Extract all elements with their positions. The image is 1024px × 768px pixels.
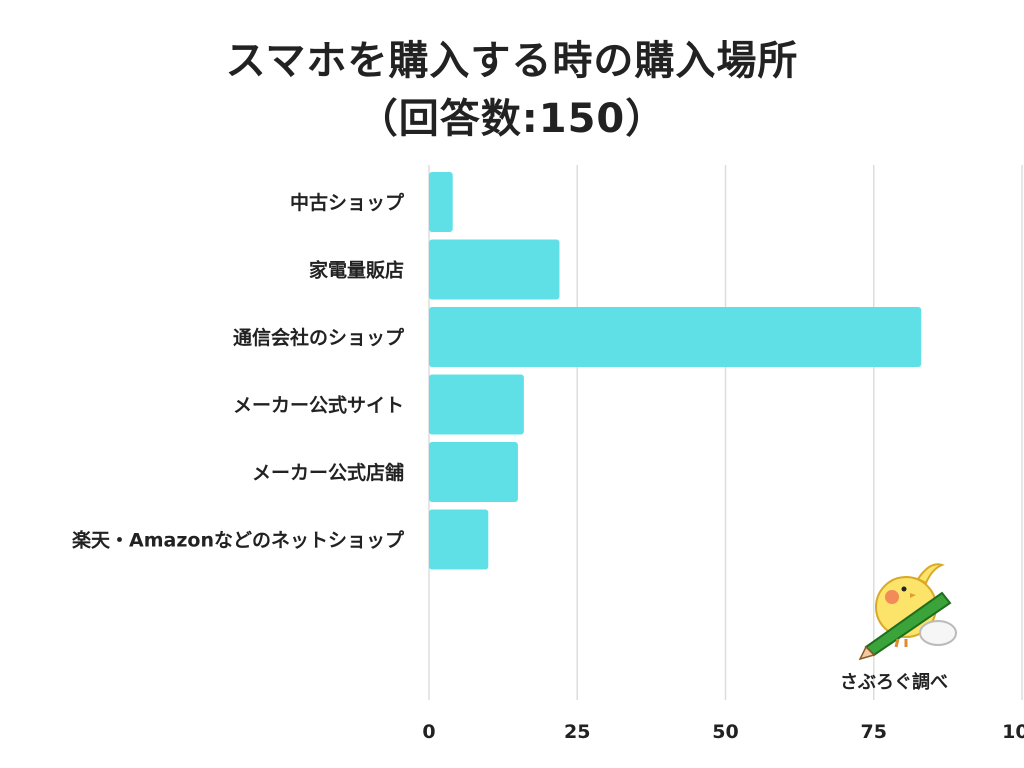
bar-2	[429, 239, 560, 300]
bar-3	[429, 307, 922, 367]
chart-subtitle: （回答数:150）	[357, 96, 667, 142]
bar-5	[429, 442, 518, 502]
category-label: 家電量販店	[309, 259, 404, 282]
bar-1	[429, 172, 453, 232]
chart-title: スマホを購入する時の購入場所	[225, 38, 799, 84]
category-label: メーカー公式サイト	[233, 394, 404, 417]
credit-text: さぶろぐ調べ	[840, 672, 948, 693]
x-tick-label: 100	[1002, 721, 1024, 743]
category-label: 中古ショップ	[290, 191, 405, 214]
category-label: メーカー公式店舗	[252, 461, 404, 484]
x-tick-label: 50	[712, 721, 738, 743]
x-tick-label: 75	[861, 721, 887, 743]
category-label: 通信会社のショップ	[233, 326, 405, 349]
category-label: 楽天・Amazonなどのネットショップ	[72, 529, 405, 552]
bird-with-pencil-icon	[858, 563, 957, 661]
bar-4	[429, 374, 524, 435]
x-tick-label: 0	[422, 721, 435, 743]
x-tick-label: 25	[564, 721, 590, 743]
bar-6	[429, 509, 489, 570]
